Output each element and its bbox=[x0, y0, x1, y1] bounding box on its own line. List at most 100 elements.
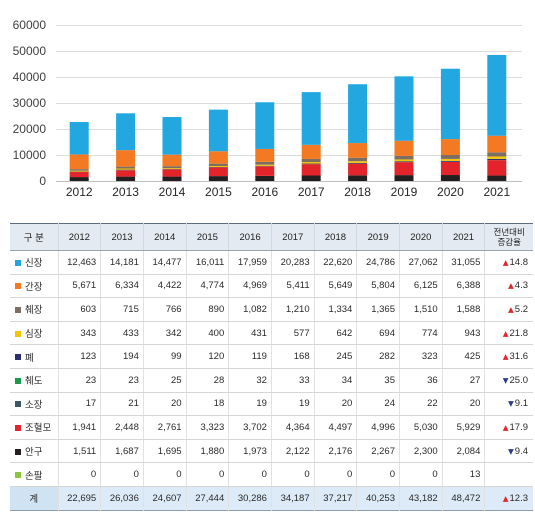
bar-segment-2016-series-1 bbox=[255, 102, 275, 149]
change-cell: ▲4.3 bbox=[484, 274, 533, 299]
legend-swatch bbox=[15, 330, 21, 337]
change-value: 25.0 bbox=[509, 374, 529, 386]
increase-arrow-icon: ▲ bbox=[508, 281, 514, 291]
value-cell: 425 bbox=[441, 344, 485, 369]
row-label-cell: 안구 bbox=[10, 439, 58, 464]
row-label-cell: 췌도 bbox=[10, 368, 58, 393]
change-value: 9.4 bbox=[514, 445, 528, 457]
value-cell: 168 bbox=[270, 344, 315, 369]
increase-arrow-icon: ▲ bbox=[502, 493, 509, 503]
change-cell bbox=[484, 462, 533, 487]
table-row: 심장 343 433 342 400 431 577 642 694 774 943 ▲21.8 bbox=[10, 321, 533, 346]
value-cell: 4,969 bbox=[228, 274, 272, 299]
value-cell: 24,786 bbox=[356, 250, 400, 275]
value-cell: 5,030 bbox=[399, 415, 443, 440]
bar-segment-2016-series-4 bbox=[255, 164, 275, 166]
bar-segment-2019-series-8 bbox=[394, 162, 414, 176]
value-cell: 431 bbox=[228, 321, 272, 346]
row-label: 간장 bbox=[25, 281, 43, 293]
bar-segment-2012-series-9 bbox=[69, 177, 89, 181]
row-label-cell: 조혈모 bbox=[10, 415, 58, 440]
value-cell: 4,497 bbox=[313, 415, 357, 440]
value-cell: 2,448 bbox=[100, 415, 144, 440]
change-value: 12.3 bbox=[509, 492, 529, 504]
value-cell: 1,510 bbox=[399, 297, 443, 322]
decrease-arrow-icon: ▼ bbox=[508, 399, 514, 409]
bar-segment-2017-series-9 bbox=[301, 175, 321, 181]
value-cell: 20 bbox=[142, 392, 187, 417]
bar-segment-2017-series-3 bbox=[301, 158, 321, 163]
value-cell: 4,364 bbox=[270, 415, 315, 440]
header-change-line1: 전년대비 bbox=[493, 227, 525, 237]
bar-segment-2013-series-8 bbox=[116, 170, 136, 177]
value-cell: 32 bbox=[228, 368, 272, 393]
bar-segment-2017-series-2 bbox=[301, 144, 321, 159]
value-cell: 4,422 bbox=[142, 274, 187, 299]
value-cell: 943 bbox=[441, 321, 485, 346]
bar-segment-2020-series-2 bbox=[440, 139, 460, 156]
value-cell: 31,055 bbox=[441, 250, 485, 275]
value-cell: 2,122 bbox=[270, 439, 315, 464]
header-category: 구 분 bbox=[10, 223, 58, 251]
row-label: 손팔 bbox=[25, 470, 43, 482]
change-value: 21.8 bbox=[509, 327, 529, 339]
value-cell: 6,388 bbox=[441, 274, 485, 299]
row-label-cell: 심장 bbox=[10, 321, 58, 346]
row-label-cell: 신장 bbox=[10, 250, 58, 275]
y-tick-label: 50000 bbox=[13, 44, 47, 58]
header-year: 2016 bbox=[228, 223, 272, 251]
value-cell: 1,880 bbox=[185, 439, 229, 464]
row-label-cell: 간장 bbox=[10, 274, 58, 299]
value-cell: 0 bbox=[57, 462, 101, 487]
x-tick-label: 2020 bbox=[437, 185, 464, 199]
table-row: 췌도 23 23 25 28 32 33 34 35 36 27 ▼25.0 bbox=[10, 368, 533, 393]
legend-swatch bbox=[15, 259, 21, 266]
table-row: 안구 1,511 1,687 1,695 1,880 1,973 2,122 2,176 2,2… bbox=[10, 439, 533, 464]
value-cell: 21 bbox=[100, 392, 144, 417]
increase-arrow-icon: ▲ bbox=[508, 304, 514, 314]
value-cell: 766 bbox=[142, 297, 187, 322]
y-tick-label: 60000 bbox=[13, 18, 47, 32]
total-label: 계 bbox=[10, 486, 58, 511]
value-cell: 19 bbox=[270, 392, 315, 417]
bar-segment-2017-series-8 bbox=[301, 164, 321, 176]
value-cell: 36 bbox=[399, 368, 443, 393]
table-row: 간장 5,671 6,334 4,422 4,774 4,969 5,411 5,649 5,8… bbox=[10, 274, 533, 299]
bar-segment-2013-series-3 bbox=[116, 166, 136, 169]
stacked-bar-chart: 0 10000 20000 30000 40000 50000 60000 2012 2013… bbox=[13, 18, 522, 199]
value-cell: 2,267 bbox=[356, 439, 400, 464]
bar-segment-2012-series-1 bbox=[69, 121, 89, 155]
bar-segment-2019-series-1 bbox=[394, 76, 414, 141]
value-cell: 577 bbox=[270, 321, 315, 346]
value-cell: 0 bbox=[100, 462, 144, 487]
change-cell: ▲14.8 bbox=[484, 250, 533, 275]
change-cell: ▼9.4 bbox=[484, 439, 533, 464]
legend-swatch bbox=[15, 377, 21, 384]
bar-segment-2018-series-9 bbox=[348, 175, 368, 181]
value-cell: 2,300 bbox=[399, 439, 443, 464]
bar-segment-2017-series-4 bbox=[301, 162, 321, 164]
table-row: 소장 17 21 20 18 19 19 20 24 22 20 ▼9.1 bbox=[10, 392, 533, 417]
increase-arrow-icon: ▲ bbox=[502, 422, 509, 432]
legend-swatch bbox=[15, 448, 21, 455]
value-cell: 14,477 bbox=[142, 250, 187, 275]
change-cell: ▲31.6 bbox=[484, 344, 533, 369]
data-table: 구 분 2012 2013 2014 2015 2016 2017 2018 2… bbox=[10, 223, 533, 511]
value-cell: 23 bbox=[57, 368, 101, 393]
y-tick-label: 20000 bbox=[13, 122, 47, 136]
value-cell: 1,973 bbox=[228, 439, 272, 464]
value-cell: 18 bbox=[185, 392, 229, 417]
header-year: 2019 bbox=[356, 223, 400, 251]
bar-segment-2018-series-1 bbox=[348, 84, 368, 144]
value-cell: 28 bbox=[185, 368, 229, 393]
value-cell: 603 bbox=[57, 297, 101, 322]
table-row: 신장 12,463 14,181 14,477 16,011 17,959 20,283 22… bbox=[10, 250, 533, 275]
legend-swatch bbox=[15, 306, 21, 313]
bar-segment-2018-series-8 bbox=[348, 163, 368, 176]
value-cell: 22,620 bbox=[313, 250, 357, 275]
value-cell: 120 bbox=[185, 344, 229, 369]
value-cell: 694 bbox=[356, 321, 400, 346]
header-change: 전년대비 증감율 bbox=[484, 223, 533, 251]
value-cell: 0 bbox=[228, 462, 272, 487]
bar-segment-2018-series-2 bbox=[348, 143, 368, 158]
